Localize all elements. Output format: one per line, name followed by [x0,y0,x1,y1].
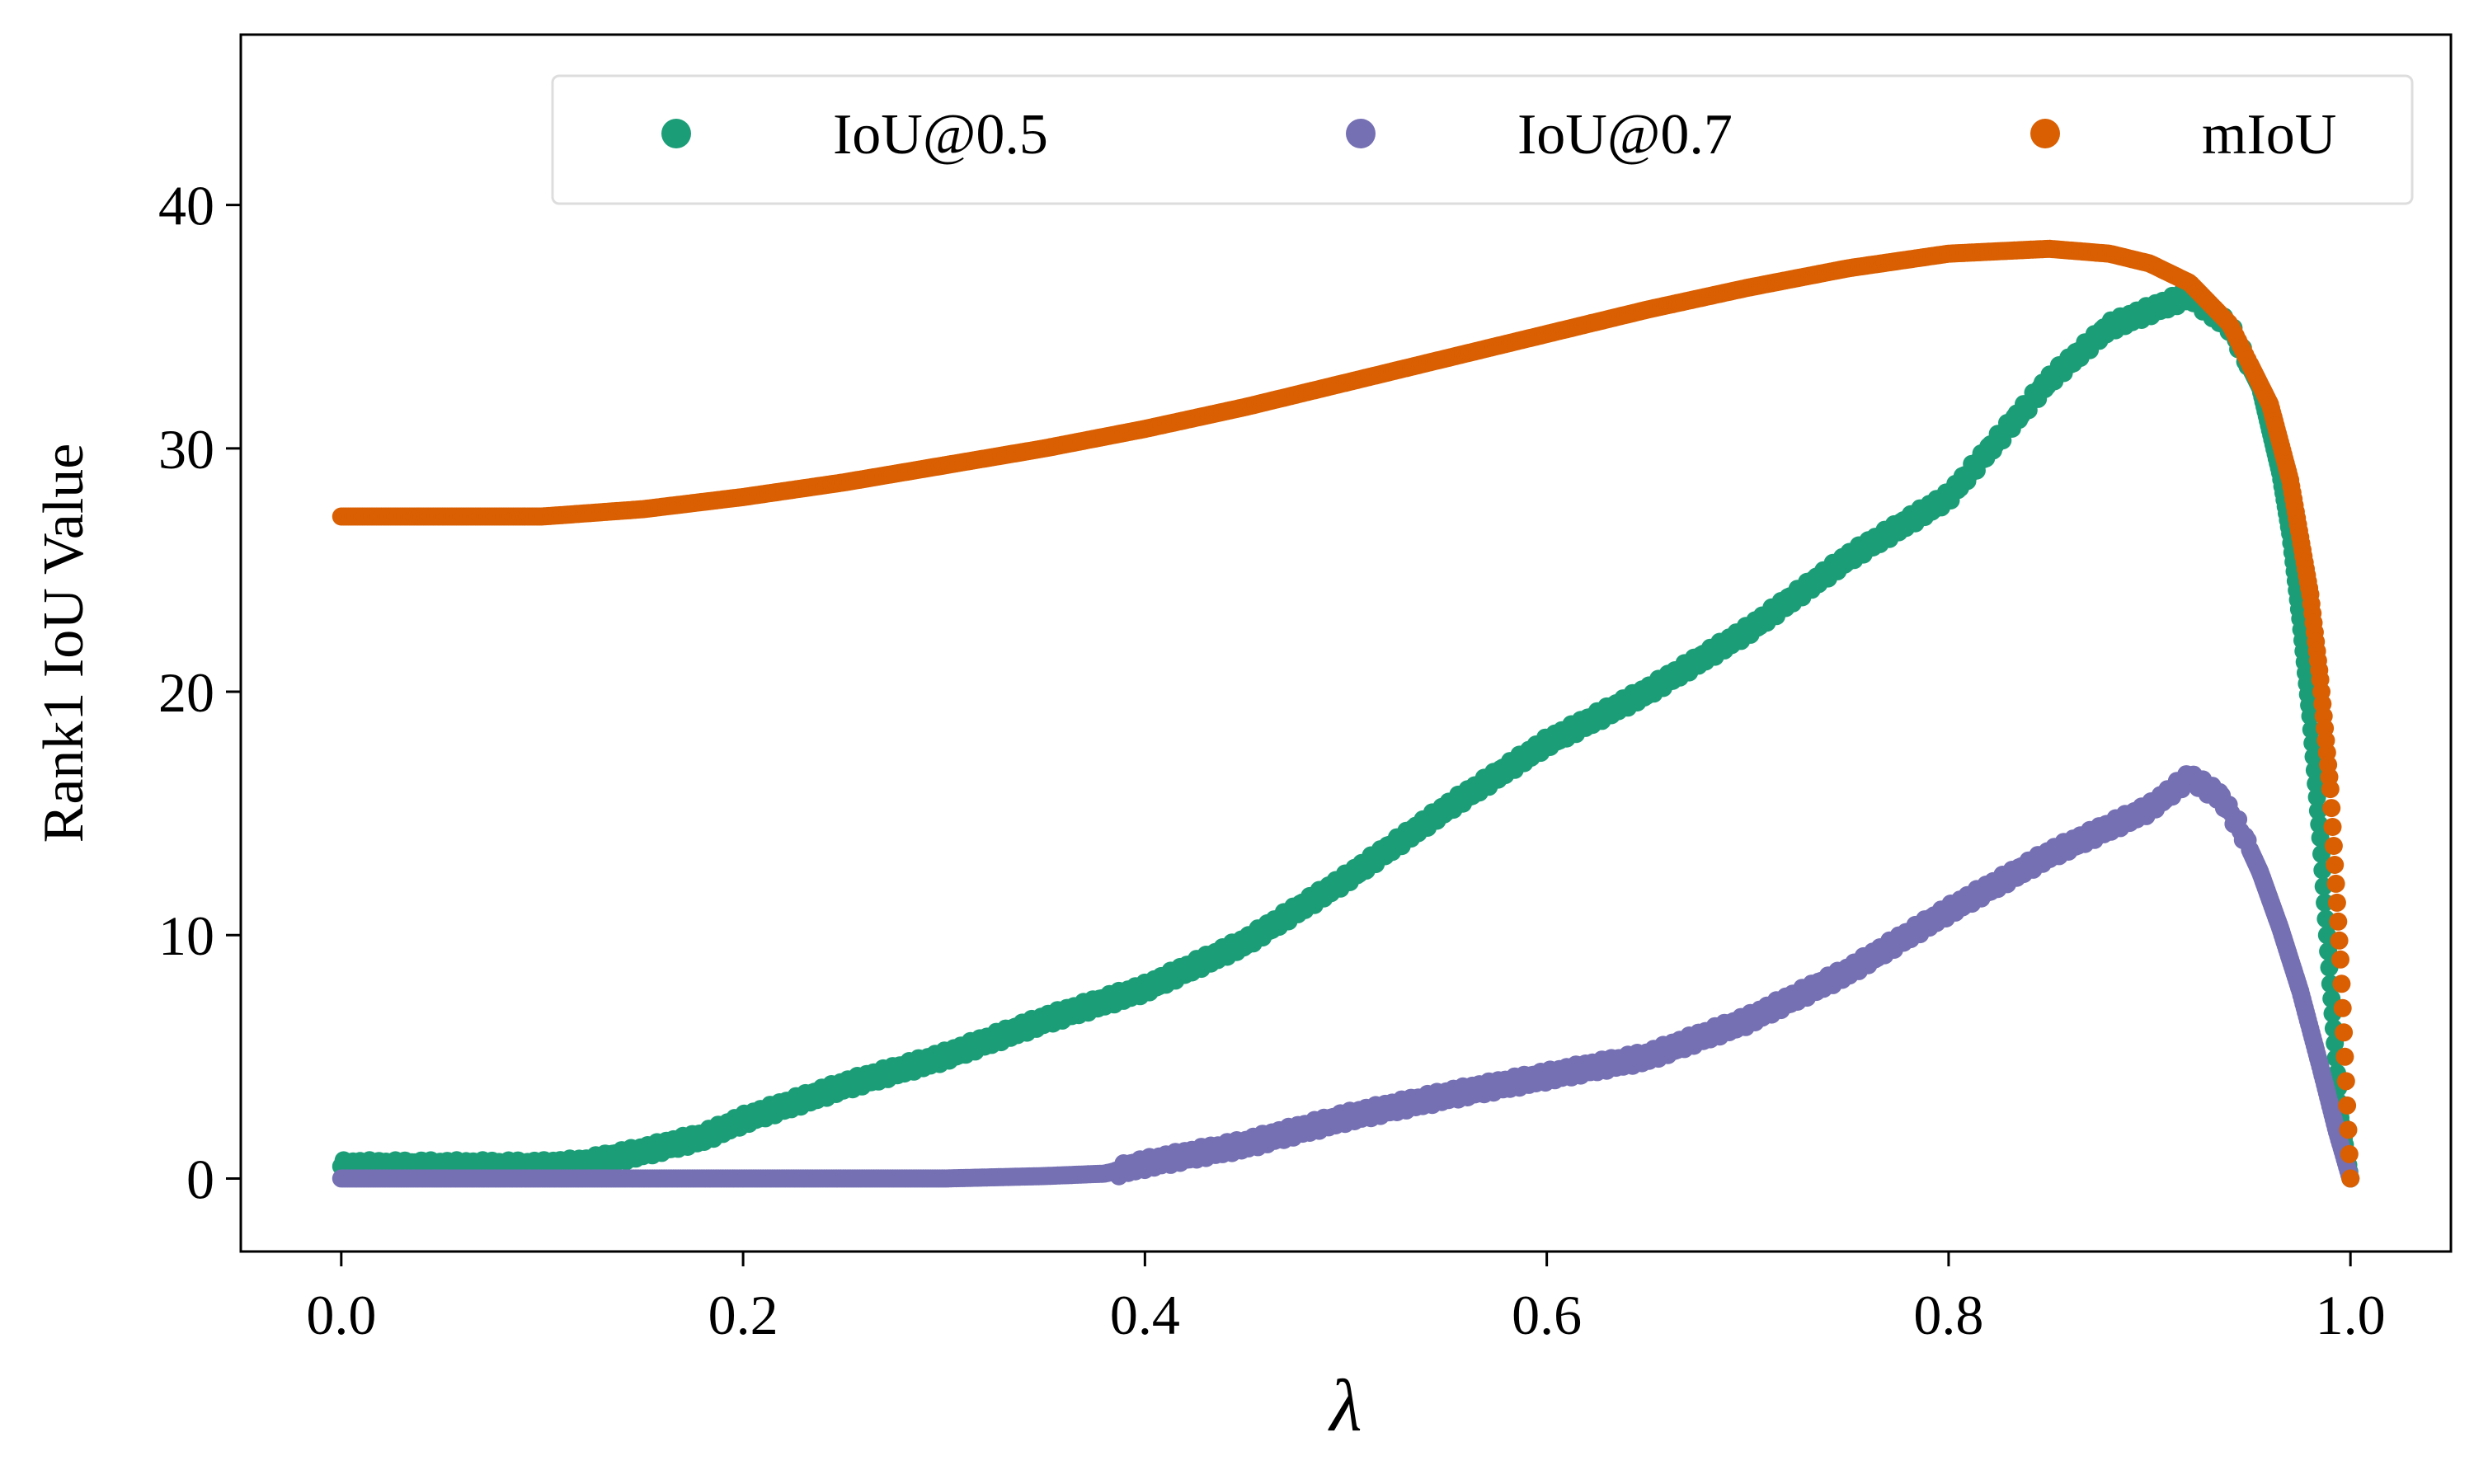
data-point [2336,1072,2355,1091]
data-point [2327,893,2346,912]
legend-marker [2030,119,2060,148]
x-tick-label: 0.8 [1913,1284,1983,1346]
data-point [2301,707,2320,726]
data-point [2331,950,2349,969]
series-miou [332,239,2360,1188]
data-point [2308,801,2327,820]
x-axis-ticks: 0.0 0.2 0.4 0.6 0.8 1.0 [306,1252,2386,1346]
x-axis-label: λ [1328,1365,1362,1447]
data-point [2323,818,2342,836]
data-point [2321,780,2340,799]
data-point [2322,799,2341,818]
x-tick-label: 0.6 [1512,1284,1582,1346]
chart-marks [332,239,2360,1188]
y-tick-label: 0 [186,1148,214,1210]
data-point [2340,1144,2359,1163]
data-point [2307,788,2326,806]
x-tick-label: 0.0 [306,1284,376,1346]
data-point [2332,974,2351,993]
legend-box [551,74,2414,205]
data-point [2338,1096,2357,1115]
legend-marker [1346,119,1376,148]
y-tick-label: 30 [158,418,214,481]
y-tick-label: 40 [158,175,214,237]
series-iou-0-7 [332,765,2360,1188]
legend-label: IoU@0.5 [833,103,1048,167]
data-point [2302,721,2321,739]
x-tick-label: 0.2 [708,1284,778,1346]
series-iou-0-5 [332,282,2360,1188]
y-axis-label: Rank1 IoU Value [32,444,96,843]
data-point [2307,774,2326,793]
data-point [2311,829,2330,848]
data-point [2326,856,2345,874]
legend: IoU@0.5 IoU@0.7 mIoU [551,74,2414,205]
data-point [2341,1169,2360,1188]
data-point [2333,998,2352,1017]
data-point [2326,874,2345,893]
y-axis-ticks: 0 10 20 30 40 [158,175,241,1210]
data-point [2335,1023,2354,1042]
y-tick-label: 10 [158,904,214,967]
legend-label: mIoU [2202,103,2336,167]
x-tick-label: 0.4 [1110,1284,1180,1346]
y-tick-label: 20 [158,661,214,724]
data-point [2329,912,2348,931]
data-point [2339,1120,2358,1139]
data-point [2330,931,2349,950]
x-tick-label: 1.0 [2316,1284,2386,1346]
data-point [2335,1047,2354,1066]
data-point [2324,837,2343,855]
plot-frame [239,33,2453,1253]
legend-marker [661,119,691,148]
legend-label: IoU@0.7 [1517,103,1733,167]
